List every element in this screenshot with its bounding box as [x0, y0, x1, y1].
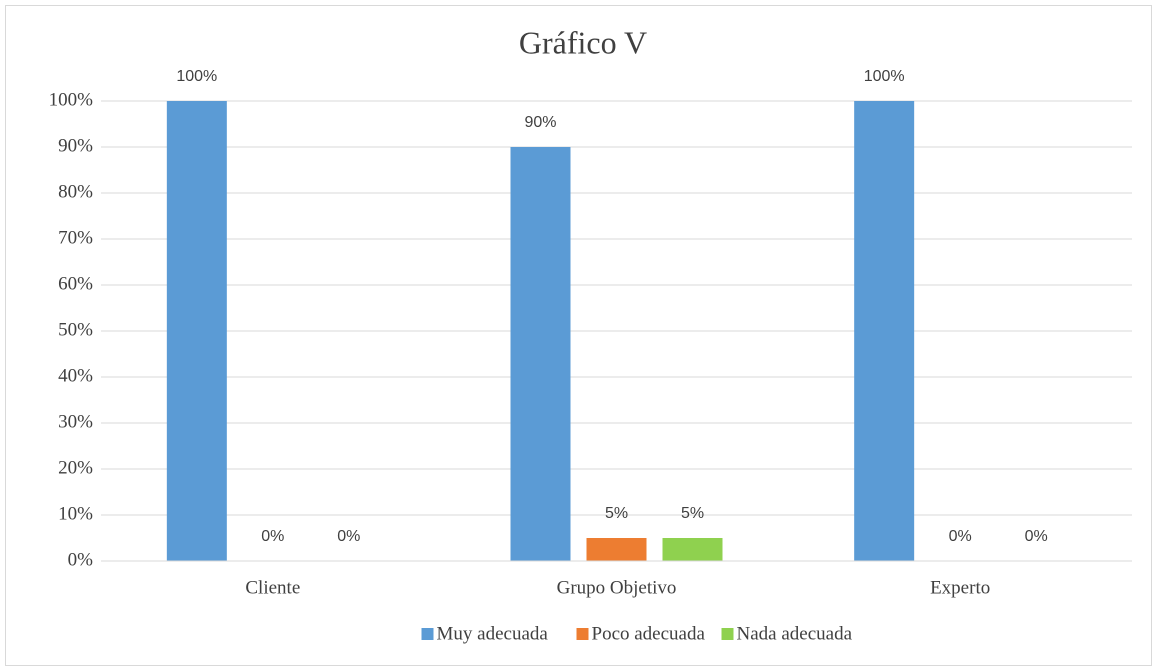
x-tick-label: Experto — [930, 577, 990, 598]
data-label: 5% — [605, 505, 628, 522]
x-tick-label: Grupo Objetivo — [557, 577, 677, 598]
data-label: 100% — [864, 68, 905, 85]
y-tick-label: 30% — [58, 411, 93, 432]
data-label: 0% — [949, 528, 972, 545]
bar — [662, 538, 723, 561]
data-label: 5% — [681, 505, 704, 522]
data-label: 0% — [1025, 528, 1048, 545]
y-tick-label: 80% — [58, 181, 93, 202]
bar — [510, 147, 571, 561]
y-tick-label: 10% — [58, 503, 93, 524]
x-tick-label: Cliente — [245, 577, 300, 598]
legend-swatch — [721, 628, 734, 640]
bar — [586, 538, 647, 561]
data-label: 0% — [261, 528, 284, 545]
bar — [854, 101, 915, 561]
y-tick-label: 40% — [58, 365, 93, 386]
y-tick-label: 0% — [68, 549, 94, 570]
legend-swatch — [576, 628, 589, 640]
y-tick-label: 90% — [58, 135, 93, 156]
y-tick-label: 20% — [58, 457, 93, 478]
y-tick-label: 50% — [58, 319, 93, 340]
chart-title: Gráfico V — [519, 24, 647, 60]
legend-label: Nada adecuada — [737, 623, 853, 644]
y-tick-label: 100% — [49, 89, 94, 110]
data-label: 100% — [176, 68, 217, 85]
data-label: 0% — [337, 528, 360, 545]
legend-label: Muy adecuada — [437, 623, 549, 644]
legend-label: Poco adecuada — [592, 623, 706, 644]
bar — [166, 101, 227, 561]
y-tick-label: 60% — [58, 273, 93, 294]
legend-swatch — [421, 628, 434, 640]
data-label: 90% — [524, 114, 556, 131]
y-tick-label: 70% — [58, 227, 93, 248]
